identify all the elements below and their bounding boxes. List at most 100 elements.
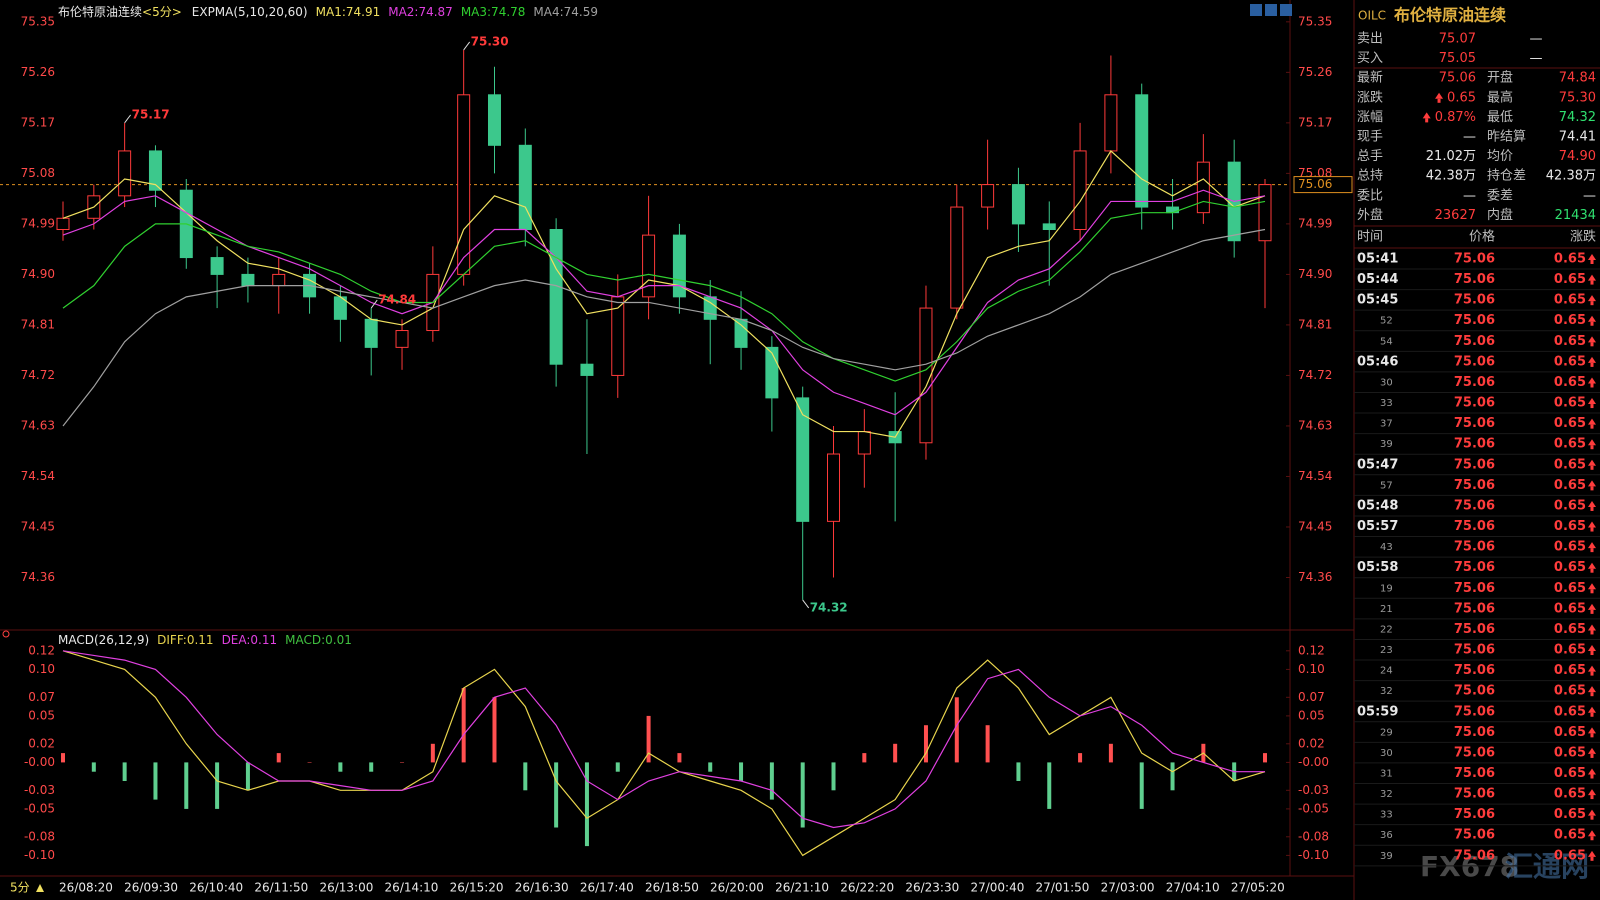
up-arrow-stem bbox=[1590, 568, 1594, 573]
y-tick-label: -0.10 bbox=[1298, 848, 1329, 862]
x-tick-label: 26/16:30 bbox=[515, 881, 569, 895]
macd-bar bbox=[1139, 762, 1144, 809]
up-arrow-stem bbox=[1590, 609, 1594, 614]
last-price-box bbox=[1293, 176, 1353, 194]
tick-change: 0.65 bbox=[1554, 396, 1586, 411]
macd-bar bbox=[615, 762, 620, 772]
tick-change: 0.65 bbox=[1554, 519, 1586, 534]
macd-bar bbox=[1263, 753, 1267, 763]
y-tick-label: 75.17 bbox=[21, 115, 55, 129]
tick-price: 75.06 bbox=[1454, 560, 1495, 575]
candle-body bbox=[1042, 223, 1056, 231]
annotation-label: 74.84 bbox=[378, 293, 416, 307]
y-tick-label: 75.26 bbox=[21, 65, 55, 79]
candle-body bbox=[1011, 184, 1025, 225]
quote-value: 75.06 bbox=[1439, 71, 1476, 86]
up-arrow-stem bbox=[1590, 651, 1594, 656]
macd-header: MACD(26,12,9) DIFF:0.11 DEA:0.11 MACD:0.01 bbox=[58, 633, 352, 647]
y-tick-label: 75.17 bbox=[1298, 115, 1332, 129]
up-arrow-stem bbox=[1425, 118, 1429, 123]
candle-body bbox=[1104, 94, 1118, 152]
tick-change: 0.65 bbox=[1554, 684, 1586, 699]
quote-label: 涨幅 bbox=[1357, 110, 1383, 125]
tick-price: 75.06 bbox=[1454, 663, 1495, 678]
tick-time: 37 bbox=[1380, 419, 1393, 430]
ticks-header: 涨跌 bbox=[1570, 229, 1596, 245]
tick-change: 0.65 bbox=[1554, 745, 1586, 760]
tick-time: 19 bbox=[1380, 583, 1393, 594]
candle-body bbox=[734, 318, 748, 348]
quote-label: 涨跌 bbox=[1357, 89, 1383, 105]
up-arrow bbox=[1588, 706, 1596, 713]
tick-time: 05:57 bbox=[1357, 519, 1398, 534]
up-arrow bbox=[1588, 336, 1596, 343]
y-tick-label: 74.36 bbox=[21, 570, 55, 584]
up-arrow-stem bbox=[1590, 712, 1594, 717]
y-tick-label: -0.10 bbox=[24, 848, 55, 862]
period-arrow[interactable] bbox=[36, 884, 44, 892]
macd-bar bbox=[1078, 753, 1083, 763]
up-arrow bbox=[1588, 480, 1596, 487]
tick-change: 0.65 bbox=[1554, 375, 1586, 390]
tick-change: 0.65 bbox=[1554, 581, 1586, 596]
quote-value: 74.41 bbox=[1559, 130, 1596, 145]
quote-value: — bbox=[1463, 130, 1476, 145]
tick-time: 05:41 bbox=[1357, 252, 1398, 267]
macd-bar bbox=[1016, 762, 1021, 782]
toolbar-icons[interactable] bbox=[1250, 4, 1292, 16]
tick-change: 0.65 bbox=[1554, 293, 1586, 308]
macd-title: MACD(26,12,9) bbox=[58, 633, 149, 647]
up-arrow bbox=[1588, 459, 1596, 466]
candle-body bbox=[241, 273, 255, 287]
y-tick-label: 75.08 bbox=[21, 166, 55, 180]
up-arrow-stem bbox=[1590, 486, 1594, 491]
tick-change: 0.65 bbox=[1554, 354, 1586, 369]
watermark-name: 汇通网 bbox=[1505, 850, 1589, 883]
macd-bar bbox=[831, 762, 836, 791]
tick-time: 57 bbox=[1380, 480, 1393, 491]
x-tick-label: 26/14:10 bbox=[385, 881, 439, 895]
tick-price: 75.06 bbox=[1454, 787, 1495, 802]
tool-icon[interactable] bbox=[1250, 4, 1262, 16]
quote-label: 现手 bbox=[1357, 130, 1383, 145]
up-arrow-stem bbox=[1590, 424, 1594, 429]
quote-value: 0.65 bbox=[1447, 90, 1476, 105]
up-arrow bbox=[1588, 727, 1596, 734]
up-arrow bbox=[1588, 830, 1596, 837]
macd-bar bbox=[91, 762, 96, 772]
tool-icon[interactable] bbox=[1265, 4, 1277, 16]
tick-price: 75.06 bbox=[1454, 828, 1495, 843]
period-button[interactable]: 5分 bbox=[10, 881, 30, 895]
tick-change: 0.65 bbox=[1554, 540, 1586, 555]
up-arrow bbox=[1588, 583, 1596, 590]
x-tick-label: 26/09:30 bbox=[124, 881, 178, 895]
quote-value: 75.07 bbox=[1439, 32, 1476, 47]
up-arrow bbox=[1435, 92, 1444, 99]
y-tick-label: 74.63 bbox=[1298, 418, 1332, 432]
macd-bar bbox=[276, 753, 281, 763]
candle-body bbox=[364, 318, 378, 348]
candle-body bbox=[395, 330, 409, 348]
tick-time: 31 bbox=[1380, 769, 1393, 780]
candle-body bbox=[210, 257, 224, 275]
quote-code: OILC bbox=[1358, 9, 1386, 23]
up-arrow bbox=[1588, 418, 1596, 425]
tick-price: 75.06 bbox=[1454, 252, 1495, 267]
tick-price: 75.06 bbox=[1454, 375, 1495, 390]
quote-value: 23627 bbox=[1435, 208, 1476, 223]
chart-title: 布伦特原油连续 bbox=[58, 4, 142, 19]
macd-bar bbox=[708, 762, 713, 772]
tick-change: 0.65 bbox=[1554, 622, 1586, 637]
tick-time: 23 bbox=[1380, 645, 1393, 656]
candle-body bbox=[642, 234, 656, 298]
macd-line bbox=[62, 650, 1265, 829]
tool-icon[interactable] bbox=[1280, 4, 1292, 16]
macd-bar bbox=[923, 725, 928, 763]
quote-value: 21.02万 bbox=[1426, 149, 1476, 164]
macd-bar bbox=[584, 762, 589, 847]
annotation-leader bbox=[370, 299, 378, 309]
tick-time: 29 bbox=[1380, 727, 1393, 738]
tick-change: 0.65 bbox=[1554, 437, 1586, 452]
x-tick-label: 26/18:50 bbox=[645, 881, 699, 895]
legend-entry: MA3:74.78 bbox=[461, 5, 526, 19]
